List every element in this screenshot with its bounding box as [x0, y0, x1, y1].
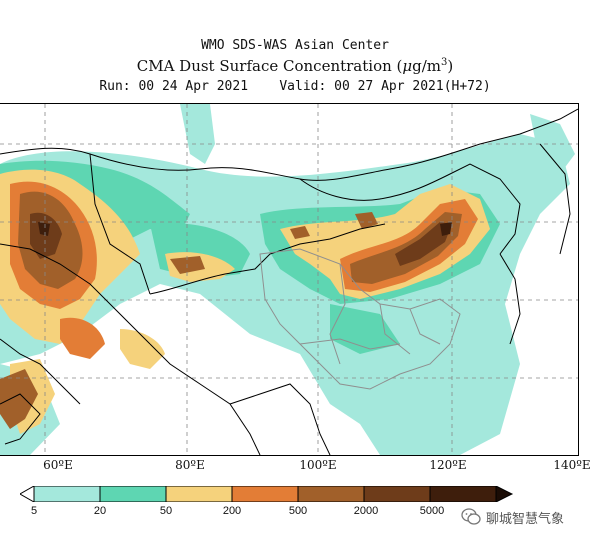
colorbar-label-5000: 5000 — [419, 505, 445, 517]
lon-label-120e: 120ºE — [429, 458, 467, 472]
colorbar — [20, 486, 514, 502]
colorbar-low-arrow — [20, 486, 35, 502]
colorbar-segment-5000-plus — [429, 486, 497, 502]
product-title: CMA Dust Surface Concentration (μg/m3) — [0, 57, 590, 75]
lon-label-80e: 80ºE — [175, 458, 205, 472]
colorbar-segment-20-50 — [99, 486, 167, 502]
run-valid-line: Run: 00 24 Apr 2021 Valid: 00 27 Apr 202… — [99, 79, 491, 94]
product-title-suffix: ) — [447, 57, 454, 75]
province-borders — [259, 248, 461, 390]
colorbar-label-2000: 2000 — [353, 505, 379, 517]
watermark: 聊城智慧气象 — [460, 506, 564, 528]
colorbar-label-200: 200 — [222, 505, 242, 517]
wechat-icon — [461, 508, 481, 525]
dust-level-5000 — [38, 222, 452, 236]
colorbar-segment-200-500 — [231, 486, 299, 502]
watermark-text: 聊城智慧气象 — [486, 511, 565, 527]
colorbar-label-5: 5 — [30, 505, 38, 517]
dust-map — [0, 104, 578, 455]
unit-rest: g/m — [412, 57, 442, 75]
lon-label-100e: 100ºE — [299, 458, 337, 472]
colorbar-segment-500-2000 — [297, 486, 365, 502]
map-panel — [0, 103, 579, 456]
colorbar-label-500: 500 — [288, 505, 308, 517]
product-title-prefix: CMA Dust Surface Concentration ( — [136, 57, 403, 75]
country-borders — [0, 108, 578, 455]
lon-label-140e: 140ºE — [553, 458, 590, 472]
lon-label-60e: 60ºE — [43, 458, 73, 472]
dust-level-2000 — [30, 212, 452, 266]
colorbar-segment-5-20 — [33, 486, 101, 502]
unit-sup: 3 — [441, 57, 448, 68]
unit-mu: μ — [402, 57, 413, 75]
center-title: WMO SDS-WAS Asian Center — [201, 38, 389, 53]
colorbar-label-20: 20 — [93, 505, 107, 517]
colorbar-high-arrow — [495, 486, 514, 502]
colorbar-label-50: 50 — [159, 505, 173, 517]
colorbar-segment-50-200 — [165, 486, 233, 502]
colorbar-segment-2000-5000 — [363, 486, 431, 502]
